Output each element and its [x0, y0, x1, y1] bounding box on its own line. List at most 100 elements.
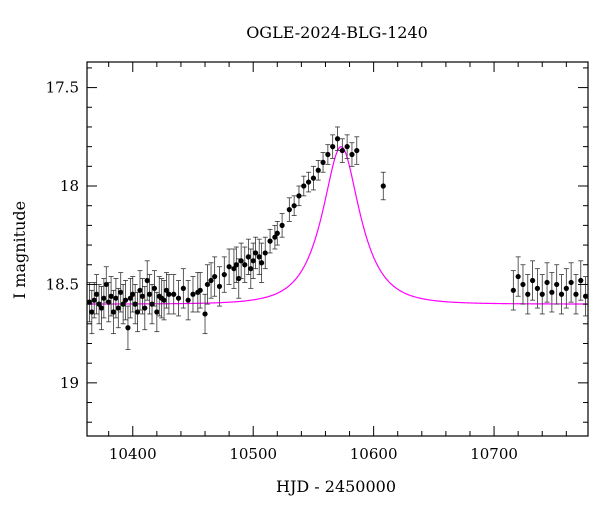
data-point-marker — [534, 285, 541, 291]
data-point-marker — [286, 207, 292, 213]
data-point-marker — [233, 262, 239, 268]
data-point-marker — [544, 279, 550, 286]
data-point-marker — [520, 281, 526, 288]
data-point — [94, 274, 100, 315]
data-point — [253, 236, 259, 270]
data-point — [120, 284, 126, 325]
data-point-marker — [248, 266, 254, 272]
data-point — [301, 175, 307, 197]
data-point-marker — [554, 281, 560, 288]
data-point-marker — [530, 277, 536, 284]
data-point — [163, 272, 170, 309]
data-point-marker — [354, 147, 360, 154]
data-point — [344, 134, 350, 159]
data-point-marker — [101, 295, 107, 301]
data-point — [115, 287, 121, 329]
data-point — [582, 276, 589, 317]
data-point — [534, 268, 541, 309]
data-point — [242, 246, 248, 283]
data-point-marker — [568, 279, 574, 286]
data-point — [106, 282, 112, 323]
data-point-marker — [110, 309, 117, 315]
data-point — [259, 242, 265, 283]
data-point — [515, 256, 521, 297]
data-point-marker — [154, 309, 160, 315]
data-point-marker — [578, 277, 584, 284]
data-point-marker — [171, 291, 177, 297]
data-point-marker — [563, 285, 569, 291]
data-point-marker — [180, 285, 186, 291]
data-point — [296, 185, 302, 207]
data-point-marker — [573, 291, 579, 297]
data-point-marker — [267, 238, 273, 244]
data-point-marker — [139, 293, 145, 299]
data-point-marker — [86, 299, 93, 305]
data-point-marker — [549, 289, 555, 295]
data-point-marker — [301, 183, 307, 189]
data-point-marker — [103, 281, 109, 288]
data-point-marker — [525, 291, 531, 297]
data-point-marker — [272, 234, 278, 240]
data-point-marker — [334, 136, 341, 142]
data-point — [238, 242, 244, 279]
data-point — [525, 274, 531, 315]
data-point-marker — [208, 277, 214, 284]
data-point — [558, 274, 565, 315]
data-point — [147, 274, 153, 315]
data-point-marker — [226, 264, 232, 270]
data-point-marker — [134, 309, 141, 315]
data-point — [216, 266, 223, 307]
data-point-marker — [202, 311, 208, 317]
data-point — [315, 160, 321, 181]
data-point — [330, 134, 336, 159]
data-point — [274, 221, 280, 246]
data-point-marker — [118, 289, 124, 295]
data-point — [250, 242, 256, 279]
data-point — [161, 280, 167, 321]
data-point-marker — [204, 281, 211, 288]
data-point-marker — [175, 295, 182, 301]
data-point-marker — [185, 297, 191, 303]
data-point — [563, 268, 569, 309]
data-point — [151, 270, 158, 307]
data-point-marker — [137, 287, 143, 293]
data-point-marker — [147, 291, 153, 297]
data-point-marker — [349, 151, 355, 158]
data-point-marker — [339, 147, 345, 154]
data-point — [212, 256, 218, 297]
data-point — [180, 268, 186, 309]
data-point — [256, 238, 262, 275]
data-points-layer — [86, 126, 589, 350]
data-point — [320, 152, 326, 173]
data-point-marker — [89, 309, 95, 315]
data-point — [190, 276, 196, 313]
data-point — [134, 291, 141, 333]
data-point — [103, 266, 109, 303]
data-point — [142, 285, 148, 331]
data-point-marker — [96, 301, 102, 307]
data-point-marker — [149, 301, 155, 307]
data-point — [113, 278, 119, 319]
data-point — [349, 142, 355, 167]
data-point-marker — [190, 291, 196, 297]
data-point — [305, 171, 312, 193]
data-point-marker — [296, 193, 302, 199]
data-point — [197, 272, 203, 309]
data-point-marker — [125, 325, 131, 331]
data-point — [380, 171, 386, 201]
y-tick-label: 18.5 — [46, 275, 79, 293]
data-point — [354, 136, 360, 165]
data-point — [91, 282, 97, 319]
data-point — [310, 165, 317, 191]
data-point — [262, 236, 268, 270]
data-point-marker — [98, 305, 105, 311]
data-point — [130, 276, 136, 313]
data-point-marker — [161, 297, 167, 303]
data-point — [96, 284, 102, 325]
x-tick-label: 10700 — [470, 445, 518, 463]
chart-title: OGLE-2024-BLG-1240 — [246, 23, 428, 42]
data-point-marker — [245, 254, 251, 260]
data-point — [127, 278, 133, 319]
data-point-marker — [539, 291, 545, 297]
data-point — [568, 262, 574, 303]
